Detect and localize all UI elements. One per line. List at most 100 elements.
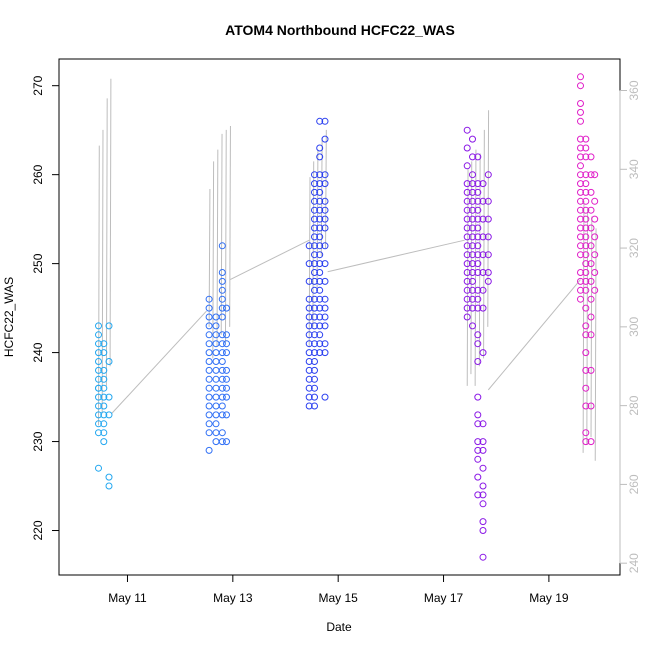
- secondary-spike: [229, 125, 231, 327]
- data-point: [316, 188, 324, 196]
- secondary-spike: [594, 228, 597, 461]
- data-point: [95, 393, 102, 401]
- data-point: [591, 171, 599, 179]
- data-point: [316, 260, 324, 268]
- data-point: [223, 384, 230, 392]
- data-point: [474, 206, 482, 214]
- y2-tick-label: 340: [627, 159, 641, 179]
- data-point: [463, 277, 471, 285]
- data-point: [316, 295, 324, 303]
- data-point: [95, 358, 102, 365]
- data-point: [218, 384, 226, 392]
- data-point: [479, 286, 487, 294]
- y-axis-right: 240 260 280 300 320 340 360: [619, 80, 641, 573]
- data-point: [582, 233, 590, 241]
- x-tick-label: May 17: [424, 591, 464, 605]
- data-point: [474, 393, 482, 401]
- data-point: [469, 251, 476, 259]
- data-point: [474, 304, 482, 312]
- data-point: [463, 162, 471, 170]
- data-point: [212, 340, 220, 348]
- secondary-connector: [327, 239, 465, 273]
- data-point: [484, 269, 492, 276]
- data-point: [205, 384, 213, 392]
- data-point: [582, 197, 590, 205]
- secondary-spike: [478, 153, 481, 367]
- data-point: [316, 117, 324, 125]
- data-point: [316, 180, 324, 188]
- data-point: [321, 393, 329, 401]
- data-point: [582, 135, 590, 143]
- data-point: [463, 215, 471, 223]
- data-point: [582, 322, 590, 330]
- data-point: [311, 242, 318, 250]
- data-point: [311, 224, 318, 232]
- data-point: [479, 438, 487, 446]
- data-point: [479, 527, 487, 534]
- data-point: [479, 491, 487, 499]
- data-point: [105, 473, 113, 481]
- data-point: [587, 188, 595, 196]
- data-point: [469, 304, 476, 312]
- y2-tick-label: 360: [627, 80, 641, 100]
- data-point: [479, 420, 487, 428]
- data-point: [577, 286, 584, 294]
- data-point: [582, 402, 590, 410]
- data-point: [474, 233, 482, 241]
- data-point: [100, 349, 108, 357]
- data-point: [316, 349, 324, 357]
- data-point: [474, 188, 482, 196]
- data-point: [311, 180, 318, 188]
- data-point: [311, 340, 318, 348]
- data-point: [463, 224, 471, 232]
- data-point: [316, 340, 324, 348]
- data-point: [311, 313, 318, 321]
- data-point: [463, 286, 471, 294]
- data-point: [316, 313, 324, 321]
- data-point: [587, 224, 595, 232]
- data-point: [311, 322, 318, 330]
- x-tick-label: May 19: [529, 591, 569, 605]
- data-point: [223, 438, 230, 446]
- secondary-spike: [590, 216, 593, 438]
- data-point: [582, 331, 590, 339]
- y-tick-label: 260: [31, 164, 45, 184]
- data-point: [474, 473, 482, 481]
- data-point: [577, 171, 584, 179]
- data-point: [474, 455, 482, 463]
- data-point: [479, 482, 487, 490]
- data-point: [316, 251, 324, 259]
- data-point: [305, 322, 313, 330]
- data-point: [212, 402, 220, 410]
- data-point: [205, 313, 213, 321]
- data-point: [577, 73, 584, 81]
- data-point: [582, 144, 590, 152]
- data-point: [205, 446, 213, 454]
- data-point: [212, 393, 220, 401]
- data-point: [205, 295, 213, 303]
- data-point: [321, 224, 329, 232]
- data-point: [484, 197, 492, 205]
- data-point: [469, 260, 476, 268]
- data-point: [218, 304, 226, 312]
- data-point: [100, 429, 108, 437]
- data-point: [205, 402, 213, 410]
- y-tick-label: 250: [31, 253, 45, 273]
- data-point: [316, 171, 324, 179]
- data-point: [577, 269, 584, 276]
- data-point: [218, 295, 226, 303]
- data-point: [474, 438, 482, 446]
- data-point: [582, 286, 590, 294]
- data-point: [100, 438, 108, 446]
- secondary-spike: [105, 98, 108, 386]
- secondary-spike: [586, 208, 589, 446]
- data-point: [95, 322, 102, 330]
- data-point: [469, 135, 476, 143]
- data-point: [479, 500, 487, 508]
- data-point: [223, 304, 230, 312]
- data-point: [321, 304, 329, 312]
- data-point: [582, 277, 590, 285]
- secondary-spike: [308, 177, 311, 347]
- data-point: [100, 402, 108, 410]
- data-point: [469, 322, 476, 330]
